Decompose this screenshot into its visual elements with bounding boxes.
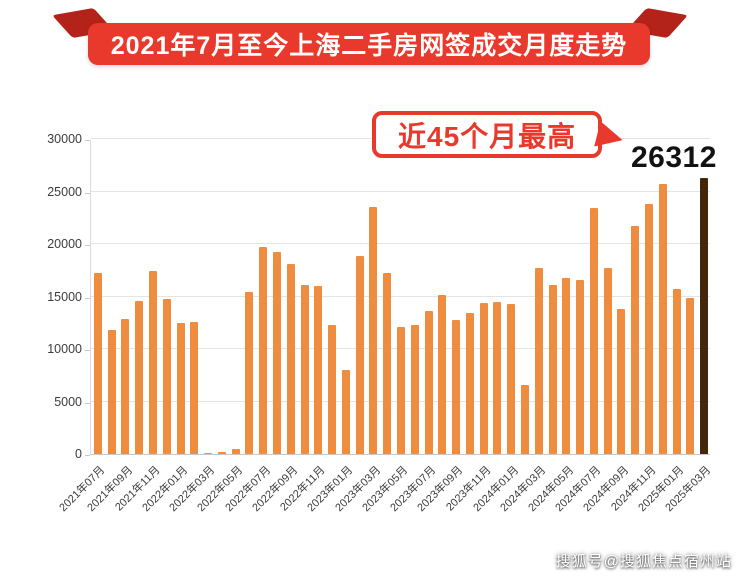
y-tick-label: 15000 xyxy=(47,289,82,304)
bar xyxy=(383,273,392,454)
bar xyxy=(231,449,240,454)
gridline xyxy=(91,190,710,192)
bar xyxy=(452,320,461,454)
y-tick-mark xyxy=(85,402,90,404)
watermark-text: 搜狐号@搜狐焦点宿州站 xyxy=(555,553,732,570)
bar xyxy=(589,208,598,454)
bar xyxy=(314,286,323,454)
bar xyxy=(204,453,213,454)
bar xyxy=(548,285,557,454)
bar xyxy=(273,252,281,454)
bar xyxy=(355,256,364,454)
bar xyxy=(603,268,612,454)
y-tick-mark xyxy=(85,140,90,141)
bar xyxy=(438,295,447,454)
bar xyxy=(534,268,543,454)
y-tick-label: 5000 xyxy=(54,394,82,409)
bar xyxy=(410,325,419,454)
bar xyxy=(300,285,309,454)
bar xyxy=(135,301,144,454)
y-tick-mark xyxy=(85,245,90,246)
bar xyxy=(645,204,653,454)
bar xyxy=(631,226,640,454)
bar xyxy=(617,309,626,454)
bar xyxy=(341,370,350,454)
y-tick-label: 10000 xyxy=(47,342,82,356)
peak-value-label: 26312 xyxy=(631,141,717,174)
bar xyxy=(576,280,585,454)
bar xyxy=(397,327,405,454)
bar xyxy=(190,322,199,454)
bar xyxy=(493,302,502,454)
chart-title: 2021年7月至今上海二手房网签成交月度走势 xyxy=(110,32,628,60)
bar xyxy=(93,273,102,454)
y-tick-label: 25000 xyxy=(47,184,82,199)
bar xyxy=(217,452,226,454)
bar xyxy=(149,271,157,454)
y-tick-label: 0 xyxy=(75,447,82,461)
bar xyxy=(521,385,529,454)
bar-highlight xyxy=(700,178,709,454)
y-tick-mark xyxy=(85,297,90,299)
gridline xyxy=(91,295,710,297)
y-tick-mark xyxy=(85,350,90,351)
bar xyxy=(465,313,474,454)
bar xyxy=(479,303,488,454)
bar xyxy=(562,278,571,454)
title-banner: 2021年7月至今上海二手房网签成交月度走势 xyxy=(88,23,650,65)
y-tick-mark xyxy=(85,455,90,456)
plot-area xyxy=(90,138,710,455)
bar xyxy=(176,323,185,454)
bar xyxy=(121,319,130,454)
bar xyxy=(162,299,171,454)
bar xyxy=(107,330,116,454)
bar xyxy=(245,292,254,454)
annotation-callout: 近45个月最高 xyxy=(372,111,603,158)
bar xyxy=(286,264,295,454)
annotation-text: 近45个月最高 xyxy=(398,120,577,152)
y-tick-mark xyxy=(85,192,90,194)
y-tick-label: 20000 xyxy=(47,237,82,251)
y-tick-label: 30000 xyxy=(47,132,82,146)
bar xyxy=(369,207,378,454)
bar xyxy=(672,289,681,454)
bar xyxy=(686,298,695,454)
bar xyxy=(424,311,433,454)
bar xyxy=(259,247,268,454)
gridline xyxy=(91,243,710,244)
bar xyxy=(328,325,337,454)
bar xyxy=(507,304,516,454)
bar xyxy=(658,184,667,454)
